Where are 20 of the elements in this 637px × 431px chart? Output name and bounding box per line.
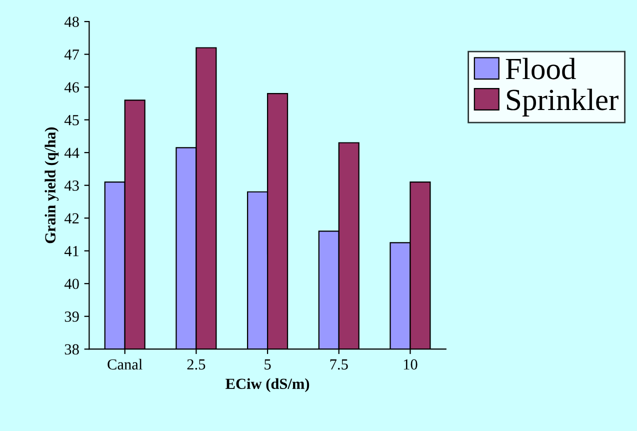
y-tick-label: 47: [64, 50, 80, 60]
y-tick-label: 45: [64, 115, 79, 126]
y-axis-title: Grain yield (q/ha): [44, 127, 59, 244]
x-tick-label: 10: [404, 359, 418, 370]
y-tick-label: 43: [64, 180, 79, 191]
x-tick-label: 5: [264, 359, 271, 370]
x-axis-title: ECiw (dS/m): [226, 378, 310, 392]
y-tick-label: 48: [64, 16, 79, 27]
legend-label: Flood: [506, 58, 576, 80]
y-tick-label: 38: [64, 344, 79, 355]
y-tick-label: 42: [64, 213, 79, 224]
y-tick-label: 41: [64, 246, 79, 256]
x-tick-label: 2.5: [187, 359, 206, 370]
y-tick-label: 44: [64, 148, 80, 158]
y-tick-label: 46: [64, 82, 79, 93]
legend-label: Sprinkler: [507, 88, 618, 116]
y-tick-label: 39: [64, 312, 79, 322]
x-tick-label: Canal: [108, 358, 142, 370]
y-tick-label: 40: [64, 278, 79, 290]
x-tick-label: 7.5: [330, 359, 348, 370]
